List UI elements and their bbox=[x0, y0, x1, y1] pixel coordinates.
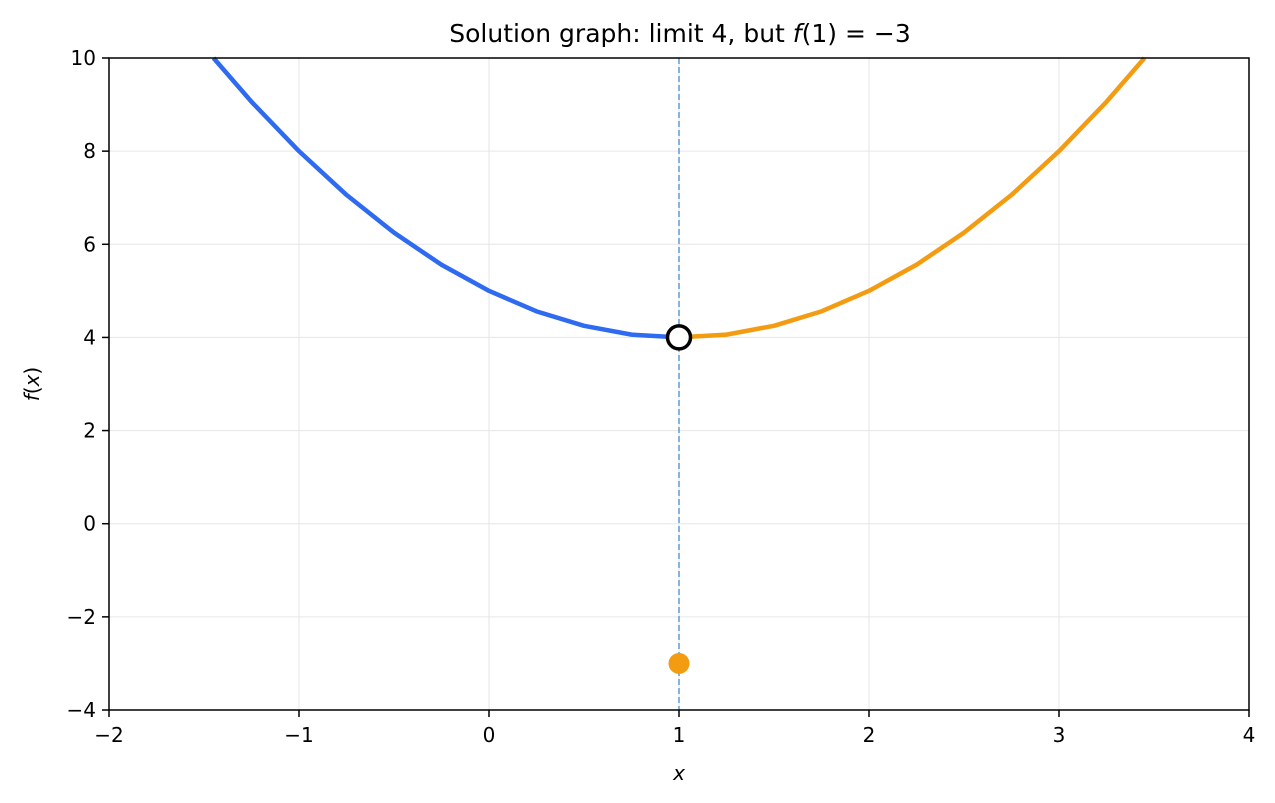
x-tick-label: 1 bbox=[673, 723, 686, 747]
series-line-left bbox=[211, 56, 680, 340]
open-point bbox=[665, 324, 693, 351]
x-tick-label: 4 bbox=[1243, 723, 1256, 747]
y-tick-label: 0 bbox=[83, 512, 96, 536]
series-line-right bbox=[678, 56, 1147, 340]
chart-title: Solution graph: limit 4, but f(1) = −3 bbox=[449, 19, 910, 48]
y-tick-label: 4 bbox=[83, 325, 96, 349]
x-tick-label: 0 bbox=[483, 723, 496, 747]
y-axis-label: f(x) bbox=[20, 367, 44, 402]
filled-point bbox=[668, 652, 690, 674]
y-tick-label: −4 bbox=[67, 698, 96, 722]
x-axis-label: x bbox=[672, 761, 685, 785]
x-tick-label: −1 bbox=[284, 723, 313, 747]
y-tick-label: −2 bbox=[67, 605, 96, 629]
x-tick-label: 3 bbox=[1053, 723, 1066, 747]
y-tick-label: 8 bbox=[83, 139, 96, 163]
x-tick-label: 2 bbox=[863, 723, 876, 747]
points-group bbox=[665, 324, 693, 674]
x-tick-label: −2 bbox=[94, 723, 123, 747]
y-tick-label: 10 bbox=[71, 46, 96, 70]
y-tick-label: 6 bbox=[83, 232, 96, 256]
y-tick-label: 2 bbox=[83, 419, 96, 443]
series-group bbox=[211, 56, 1147, 340]
